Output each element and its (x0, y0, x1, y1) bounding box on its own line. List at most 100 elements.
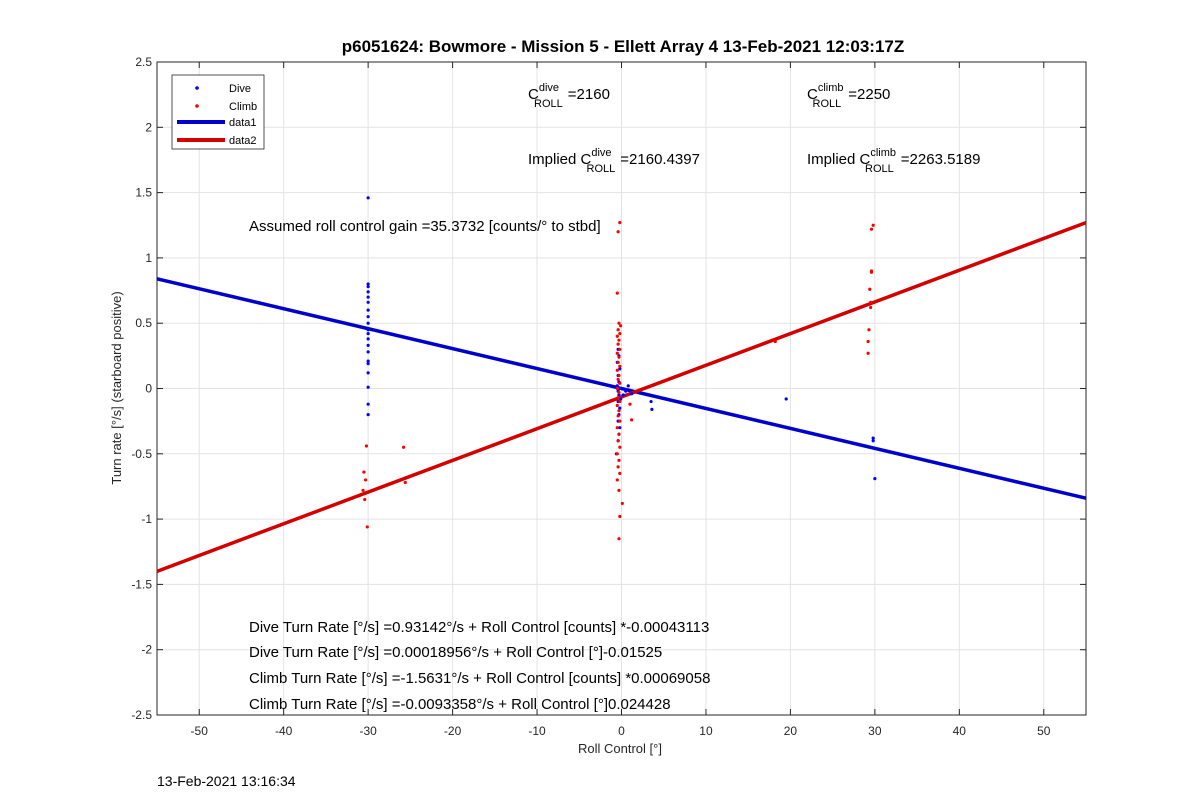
x-tick-label: 0 (618, 724, 625, 738)
point-climb (403, 480, 407, 485)
point-dive (617, 393, 621, 397)
y-tick-label: -1 (141, 512, 152, 526)
point-climb (615, 351, 619, 355)
point-climb (617, 390, 621, 395)
point-climb (869, 269, 874, 273)
point-climb (866, 339, 870, 344)
x-axis: -50 -40 -30 -20 -10 0 10 20 30 40 50 (191, 62, 1051, 738)
y-tick-label: 0.5 (135, 316, 152, 330)
x-tick-label: -20 (444, 724, 462, 738)
point-climb (617, 488, 621, 492)
point-dive (366, 350, 370, 354)
point-dive (366, 343, 370, 348)
point-climb (617, 321, 621, 325)
point-climb (616, 377, 620, 381)
point-dive (871, 439, 875, 443)
implied-climb-annotation: Implied Cclimb ROLL=2263.5189 (807, 147, 980, 175)
point-climb (869, 300, 873, 304)
legend-label-dive: Dive (229, 83, 251, 95)
point-climb (616, 465, 620, 469)
data-points (361, 196, 877, 541)
point-climb (616, 328, 620, 332)
y-tick-label: -2.5 (131, 708, 152, 722)
point-climb (617, 458, 621, 462)
point-climb (868, 287, 872, 291)
point-dive (366, 295, 370, 299)
y-tick-label: 2 (145, 120, 152, 134)
point-dive (366, 385, 370, 389)
point-climb (867, 328, 871, 332)
point-climb (617, 373, 621, 378)
point-climb (618, 471, 622, 475)
point-dive (618, 367, 622, 371)
point-climb (615, 368, 619, 372)
chart-title: p6051624: Bowmore - Mission 5 - Ellett A… (342, 37, 905, 56)
x-axis-label: Roll Control [°] (578, 741, 662, 756)
point-climb (615, 291, 619, 295)
x-tick-label: -10 (528, 724, 546, 738)
point-climb (618, 514, 622, 519)
point-dive (649, 399, 653, 404)
point-climb (618, 364, 622, 368)
x-tick-label: -50 (191, 724, 209, 738)
point-climb (617, 432, 621, 436)
point-climb (364, 478, 368, 482)
point-climb (615, 426, 619, 430)
point-dive (618, 406, 622, 410)
equation-2: Dive Turn Rate [°/s] =0.00018956°/s + Ro… (249, 644, 662, 661)
point-dive (366, 359, 370, 363)
equation-4: Climb Turn Rate [°/s] =-0.0093358°/s + R… (249, 696, 671, 713)
y-tick-label: 1 (145, 251, 152, 265)
legend-marker-dive (195, 86, 199, 90)
point-climb (618, 381, 622, 385)
point-climb (402, 445, 406, 449)
fit-line-data2 (156, 220, 1087, 573)
implied-dive-annotation: Implied Cdive ROLL=2160.4397 (528, 147, 700, 175)
x-tick-label: 40 (953, 724, 967, 738)
point-dive (366, 285, 370, 289)
point-climb (620, 501, 624, 506)
point-climb (364, 444, 369, 448)
point-dive (366, 332, 370, 336)
point-dive (366, 371, 370, 375)
point-climb (866, 351, 870, 355)
point-dive (873, 477, 877, 481)
x-tick-label: 10 (699, 724, 713, 738)
point-climb (616, 396, 620, 400)
point-dive (366, 315, 370, 319)
c-dive-annotation: Cdive ROLL=2160 (528, 82, 610, 110)
x-tick-label: 30 (868, 724, 882, 738)
point-dive (366, 300, 370, 304)
point-climb (615, 334, 619, 338)
point-climb (363, 497, 367, 502)
point-dive (618, 386, 622, 391)
point-dive (366, 282, 370, 286)
point-climb (617, 537, 621, 541)
point-climb (615, 452, 619, 456)
point-climb (616, 342, 620, 346)
point-climb (773, 339, 777, 344)
point-climb (362, 470, 366, 474)
point-climb (630, 418, 634, 422)
point-climb (869, 227, 874, 231)
legend-marker-climb (195, 104, 199, 108)
x-tick-label: 50 (1037, 724, 1051, 738)
point-dive (624, 389, 628, 393)
point-dive (615, 384, 619, 388)
x-tick-label: -30 (359, 724, 377, 738)
equation-3: Climb Turn Rate [°/s] =-1.5631°/s + Roll… (249, 670, 710, 687)
point-climb (616, 414, 620, 418)
legend-label-data1: data1 (229, 117, 257, 129)
y-tick-label: -1.5 (131, 577, 152, 591)
point-dive (366, 413, 370, 417)
point-climb (869, 305, 873, 310)
point-climb (365, 525, 369, 529)
y-axis: -2.5 -2 -1.5 -1 -0.5 0 0.5 1 1.5 2 2.5 (131, 55, 1086, 722)
point-climb (619, 324, 623, 328)
point-dive (784, 397, 788, 401)
point-climb (615, 386, 619, 391)
y-tick-label: -0.5 (131, 447, 152, 461)
legend-label-climb: Climb (229, 101, 257, 113)
point-climb (618, 332, 622, 336)
point-climb (616, 360, 620, 364)
